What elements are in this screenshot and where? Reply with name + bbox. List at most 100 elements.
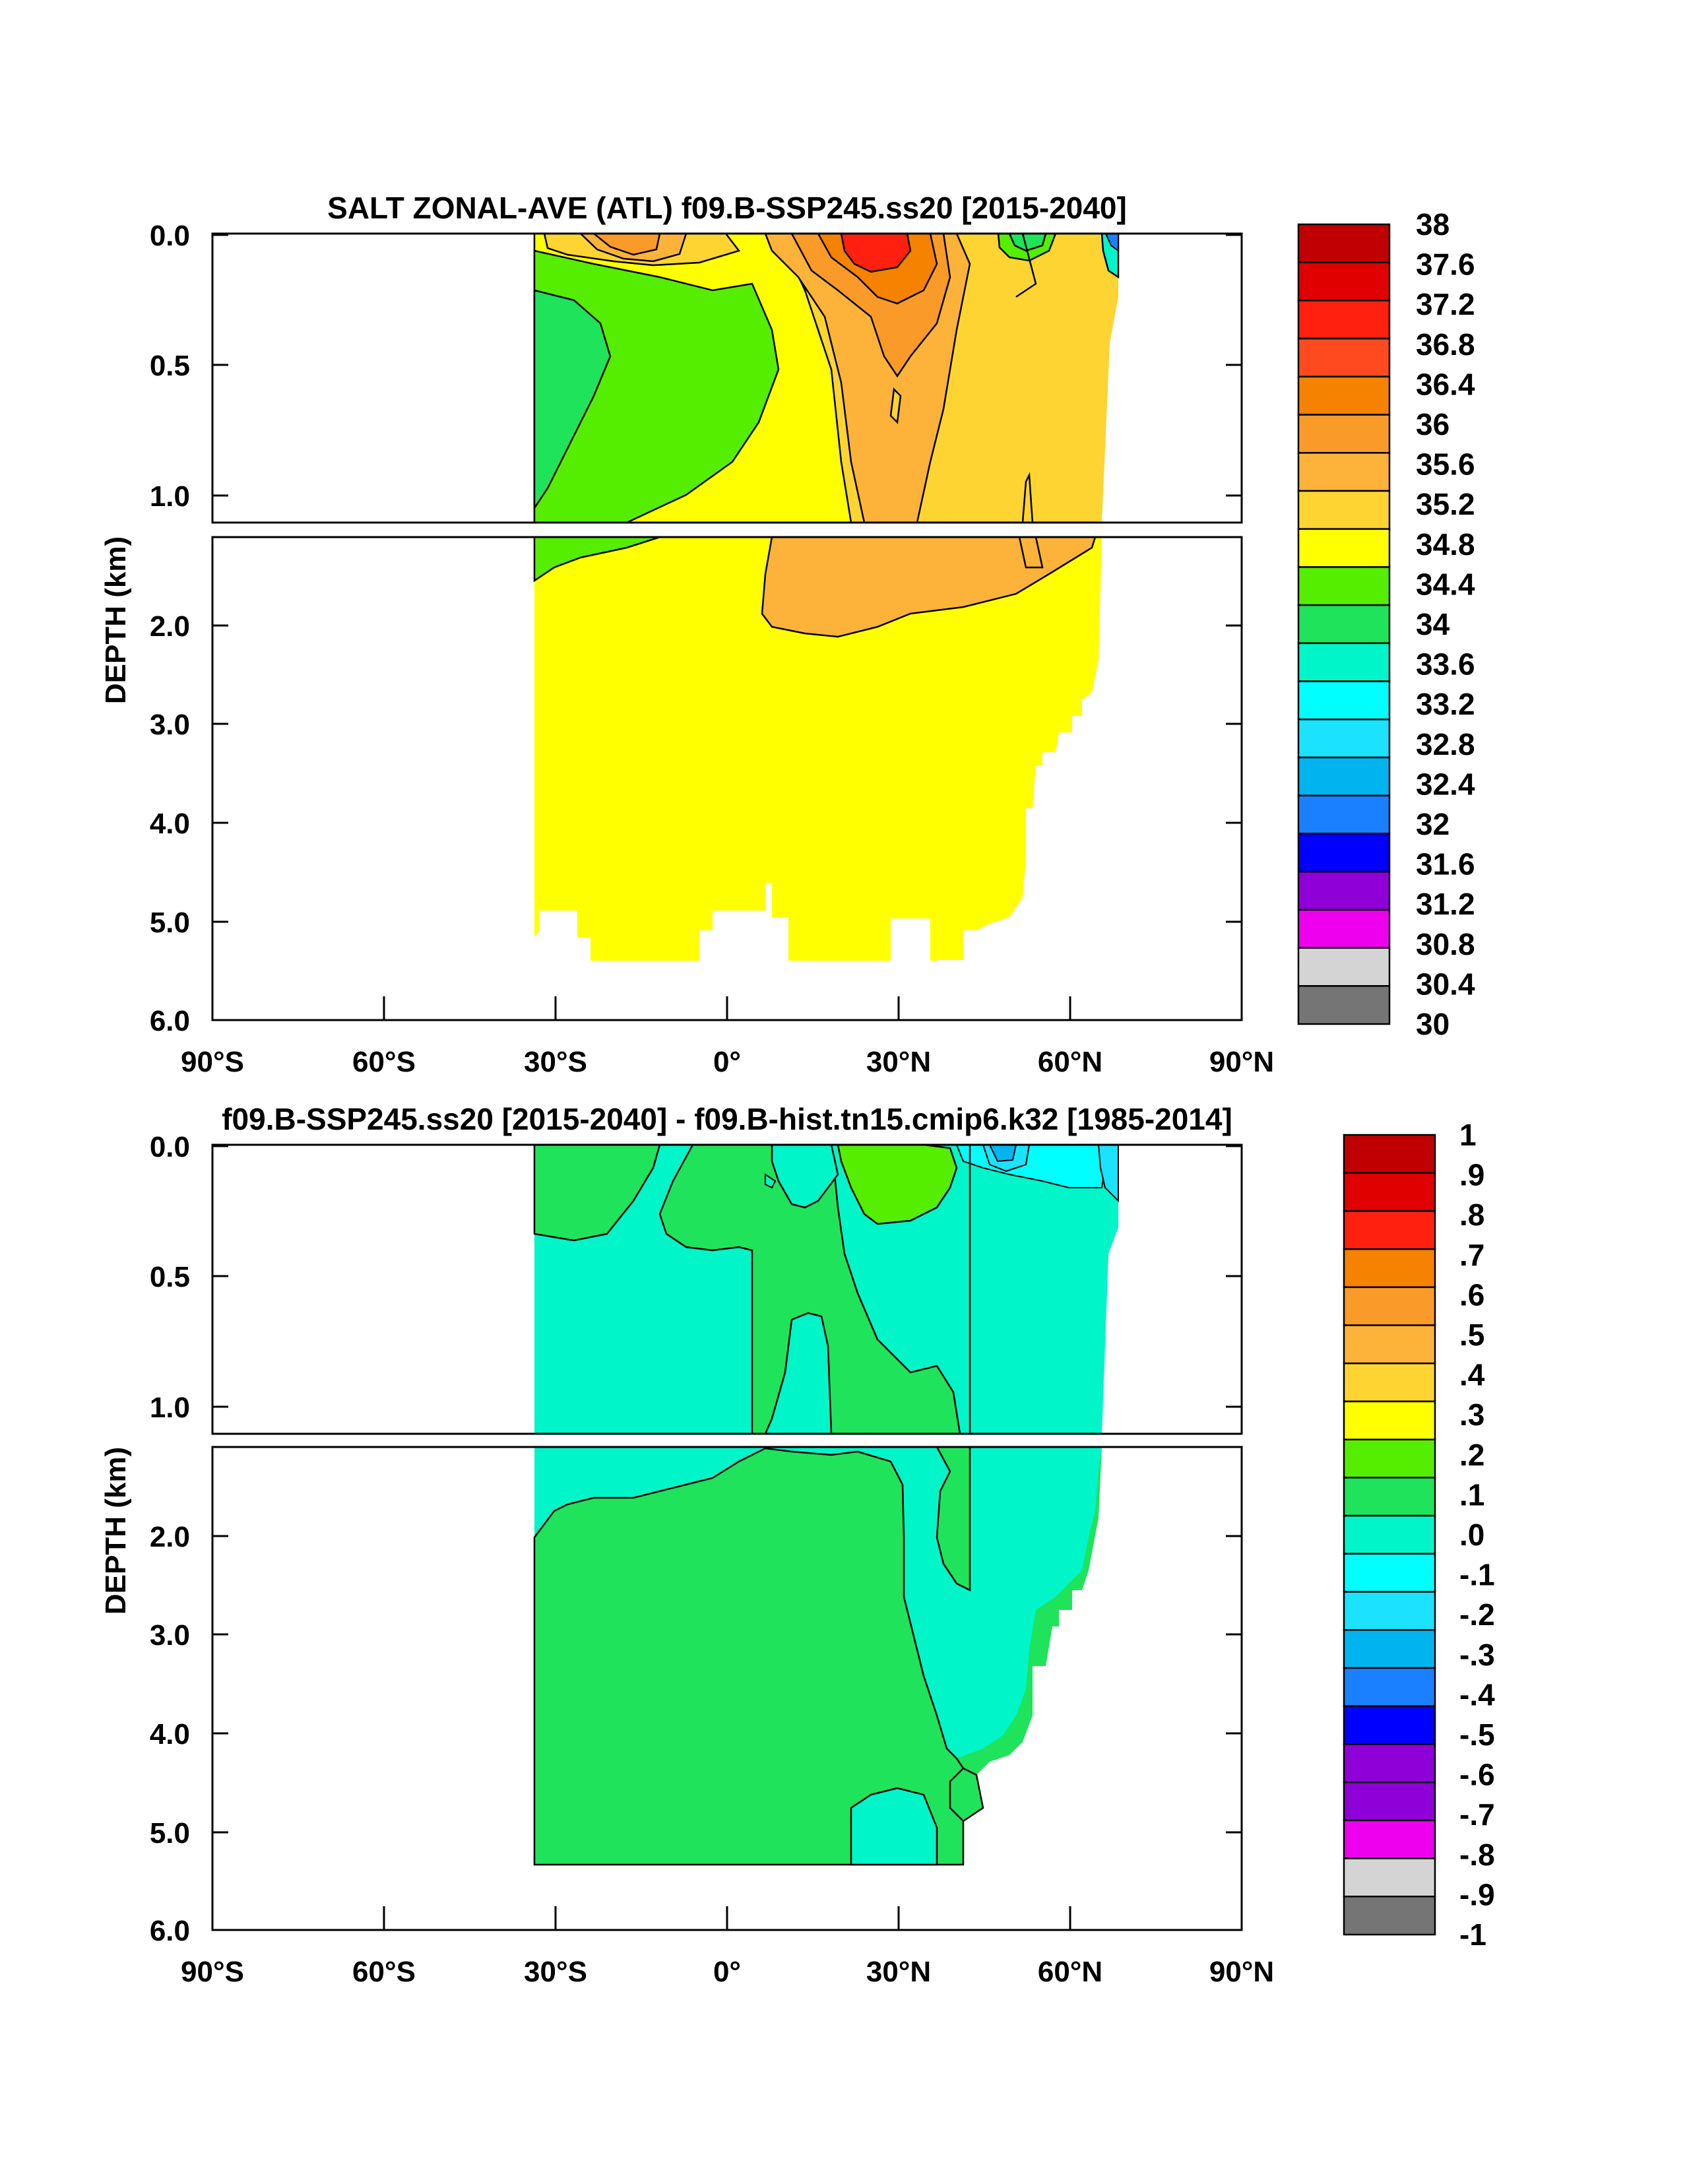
- top-y-tick-label: 3.0: [150, 709, 190, 741]
- top-y-tick-label: 0.0: [150, 220, 190, 252]
- colorbar-swatch: [1297, 223, 1391, 263]
- bottom-y-tick-label: 4.0: [150, 1718, 190, 1750]
- colorbar-label: -1: [1459, 1917, 1486, 1952]
- colorbar-label: -.2: [1459, 1597, 1495, 1632]
- colorbar-swatch: [1343, 1553, 1436, 1593]
- bottom-y-axis-label: DEPTH (km): [100, 1447, 132, 1615]
- colorbar-label: 36: [1416, 407, 1450, 441]
- top-x-tick-label: 30°N: [866, 1046, 931, 1078]
- top-y-tick-label: 5.0: [150, 907, 190, 939]
- colorbar-swatch: [1343, 1172, 1436, 1212]
- top-y-axis-label: DEPTH (km): [100, 536, 132, 704]
- colorbar-swatch: [1297, 261, 1391, 302]
- colorbar-swatch: [1297, 375, 1391, 416]
- colorbar-swatch: [1343, 1134, 1436, 1174]
- colorbar-label: .0: [1459, 1518, 1484, 1552]
- colorbar-label: 32.4: [1416, 767, 1475, 801]
- top-lower-field: [533, 537, 1102, 961]
- colorbar-swatch: [1297, 490, 1391, 530]
- top-x-tick-label: 0°: [713, 1046, 741, 1078]
- colorbar-swatch: [1343, 1400, 1436, 1440]
- colorbar-label: 33.6: [1416, 647, 1475, 682]
- bottom-panel-title: f09.B-SSP245.ss20 [2015-2040] - f09.B-hi…: [222, 1102, 1232, 1136]
- top-x-tick-label: 90°N: [1209, 1046, 1274, 1078]
- colorbar-label: 34: [1416, 607, 1450, 641]
- bottom-x-tick-marks: [383, 1906, 1071, 1930]
- colorbar-swatch: [1343, 1324, 1436, 1365]
- colorbar-label: 36.4: [1416, 367, 1475, 401]
- bottom-panel: f09.B-SSP245.ss20 [2015-2040] - f09.B-hi…: [100, 1102, 1495, 1988]
- colorbar-swatch: [1297, 947, 1391, 987]
- colorbar-swatch: [1343, 1629, 1436, 1669]
- colorbar-label: .2: [1459, 1438, 1484, 1472]
- bottom-y-tick-label: 0.5: [150, 1261, 190, 1293]
- colorbar-label: 35.2: [1416, 487, 1475, 521]
- colorbar-label: -.6: [1459, 1758, 1495, 1792]
- colorbar-label: .3: [1459, 1397, 1484, 1432]
- colorbar-swatch: [1297, 756, 1391, 796]
- colorbar-label: -.5: [1459, 1718, 1495, 1752]
- top-x-tick-marks: [383, 996, 1071, 1020]
- bottom-x-tick-label: 30°S: [524, 1956, 587, 1988]
- bottom-y-tick-label: 1.0: [150, 1392, 190, 1424]
- colorbar-swatch: [1297, 680, 1391, 721]
- colorbar-swatch: [1297, 985, 1391, 1025]
- colorbar-swatch: [1343, 1210, 1436, 1250]
- bottom-colorbar: 1 .9 .8 .7 .6 .5 .4 .3 .2 .1 .0 -.1 -.2 -.3 -.4 -.5 -.6 -…: [1343, 1118, 1495, 1952]
- bottom-x-tick-label: 60°S: [352, 1956, 416, 1988]
- colorbar-label: -.8: [1459, 1838, 1495, 1872]
- colorbar-swatch: [1343, 1286, 1436, 1326]
- bottom-upper-field: [533, 1145, 1119, 1434]
- colorbar-label: 31.6: [1416, 847, 1475, 882]
- bottom-x-tick-label: 60°N: [1038, 1956, 1102, 1988]
- top-y-tick-label: 6.0: [150, 1005, 190, 1037]
- top-upper-field: [533, 234, 1120, 523]
- colorbar-swatch: [1343, 1857, 1436, 1898]
- bottom-y-tick-marks: [212, 1145, 1242, 1834]
- bottom-x-tick-label: 30°N: [866, 1956, 931, 1988]
- colorbar-swatch: [1297, 300, 1391, 340]
- top-x-tick-label: 30°S: [524, 1046, 587, 1078]
- colorbar-swatch: [1343, 1781, 1436, 1822]
- colorbar-swatch: [1343, 1896, 1436, 1936]
- colorbar-label: -.3: [1459, 1638, 1495, 1672]
- top-y-tick-marks: [212, 234, 1242, 923]
- colorbar-label: 37.2: [1416, 287, 1475, 321]
- colorbar-label: .7: [1459, 1238, 1484, 1272]
- colorbar-swatch: [1297, 794, 1391, 835]
- colorbar-swatch: [1297, 452, 1391, 492]
- top-y-tick-label: 0.5: [150, 350, 190, 382]
- bottom-upper-frame: [211, 1143, 1243, 1435]
- colorbar-label: .1: [1459, 1477, 1484, 1512]
- colorbar-label: -.9: [1459, 1877, 1495, 1911]
- colorbar-label: .6: [1459, 1277, 1484, 1312]
- bottom-x-tick-label: 0°: [713, 1956, 741, 1988]
- colorbar-swatch: [1343, 1248, 1436, 1289]
- colorbar-label: 34.8: [1416, 527, 1475, 562]
- colorbar-label: .4: [1459, 1358, 1485, 1392]
- colorbar-label: -.7: [1459, 1797, 1495, 1832]
- colorbar-swatch: [1343, 1438, 1436, 1479]
- colorbar-swatch: [1297, 528, 1391, 568]
- bottom-y-tick-label: 6.0: [150, 1915, 190, 1947]
- colorbar-label: 32.8: [1416, 727, 1475, 761]
- colorbar-swatch: [1343, 1591, 1436, 1631]
- colorbar-swatch: [1297, 414, 1391, 454]
- colorbar-label: -.1: [1459, 1558, 1495, 1592]
- colorbar-label: .5: [1459, 1318, 1484, 1352]
- colorbar-swatch: [1297, 642, 1391, 682]
- bottom-y-tick-label: 3.0: [150, 1619, 190, 1652]
- colorbar-swatch: [1343, 1514, 1436, 1555]
- colorbar-label: 34.4: [1416, 567, 1475, 601]
- colorbar-label: 1: [1459, 1118, 1477, 1152]
- colorbar-label: 38: [1416, 207, 1450, 241]
- colorbar-label: 30.8: [1416, 927, 1475, 961]
- colorbar-swatch: [1343, 1819, 1436, 1859]
- top-y-tick-label: 4.0: [150, 808, 190, 840]
- colorbar-swatch: [1343, 1705, 1436, 1745]
- colorbar-label: -.4: [1459, 1677, 1495, 1712]
- bottom-x-tick-label: 90°N: [1209, 1956, 1274, 1988]
- colorbar-swatch: [1297, 604, 1391, 645]
- colorbar-label: 36.8: [1416, 327, 1475, 362]
- top-x-tick-label: 90°S: [181, 1046, 244, 1078]
